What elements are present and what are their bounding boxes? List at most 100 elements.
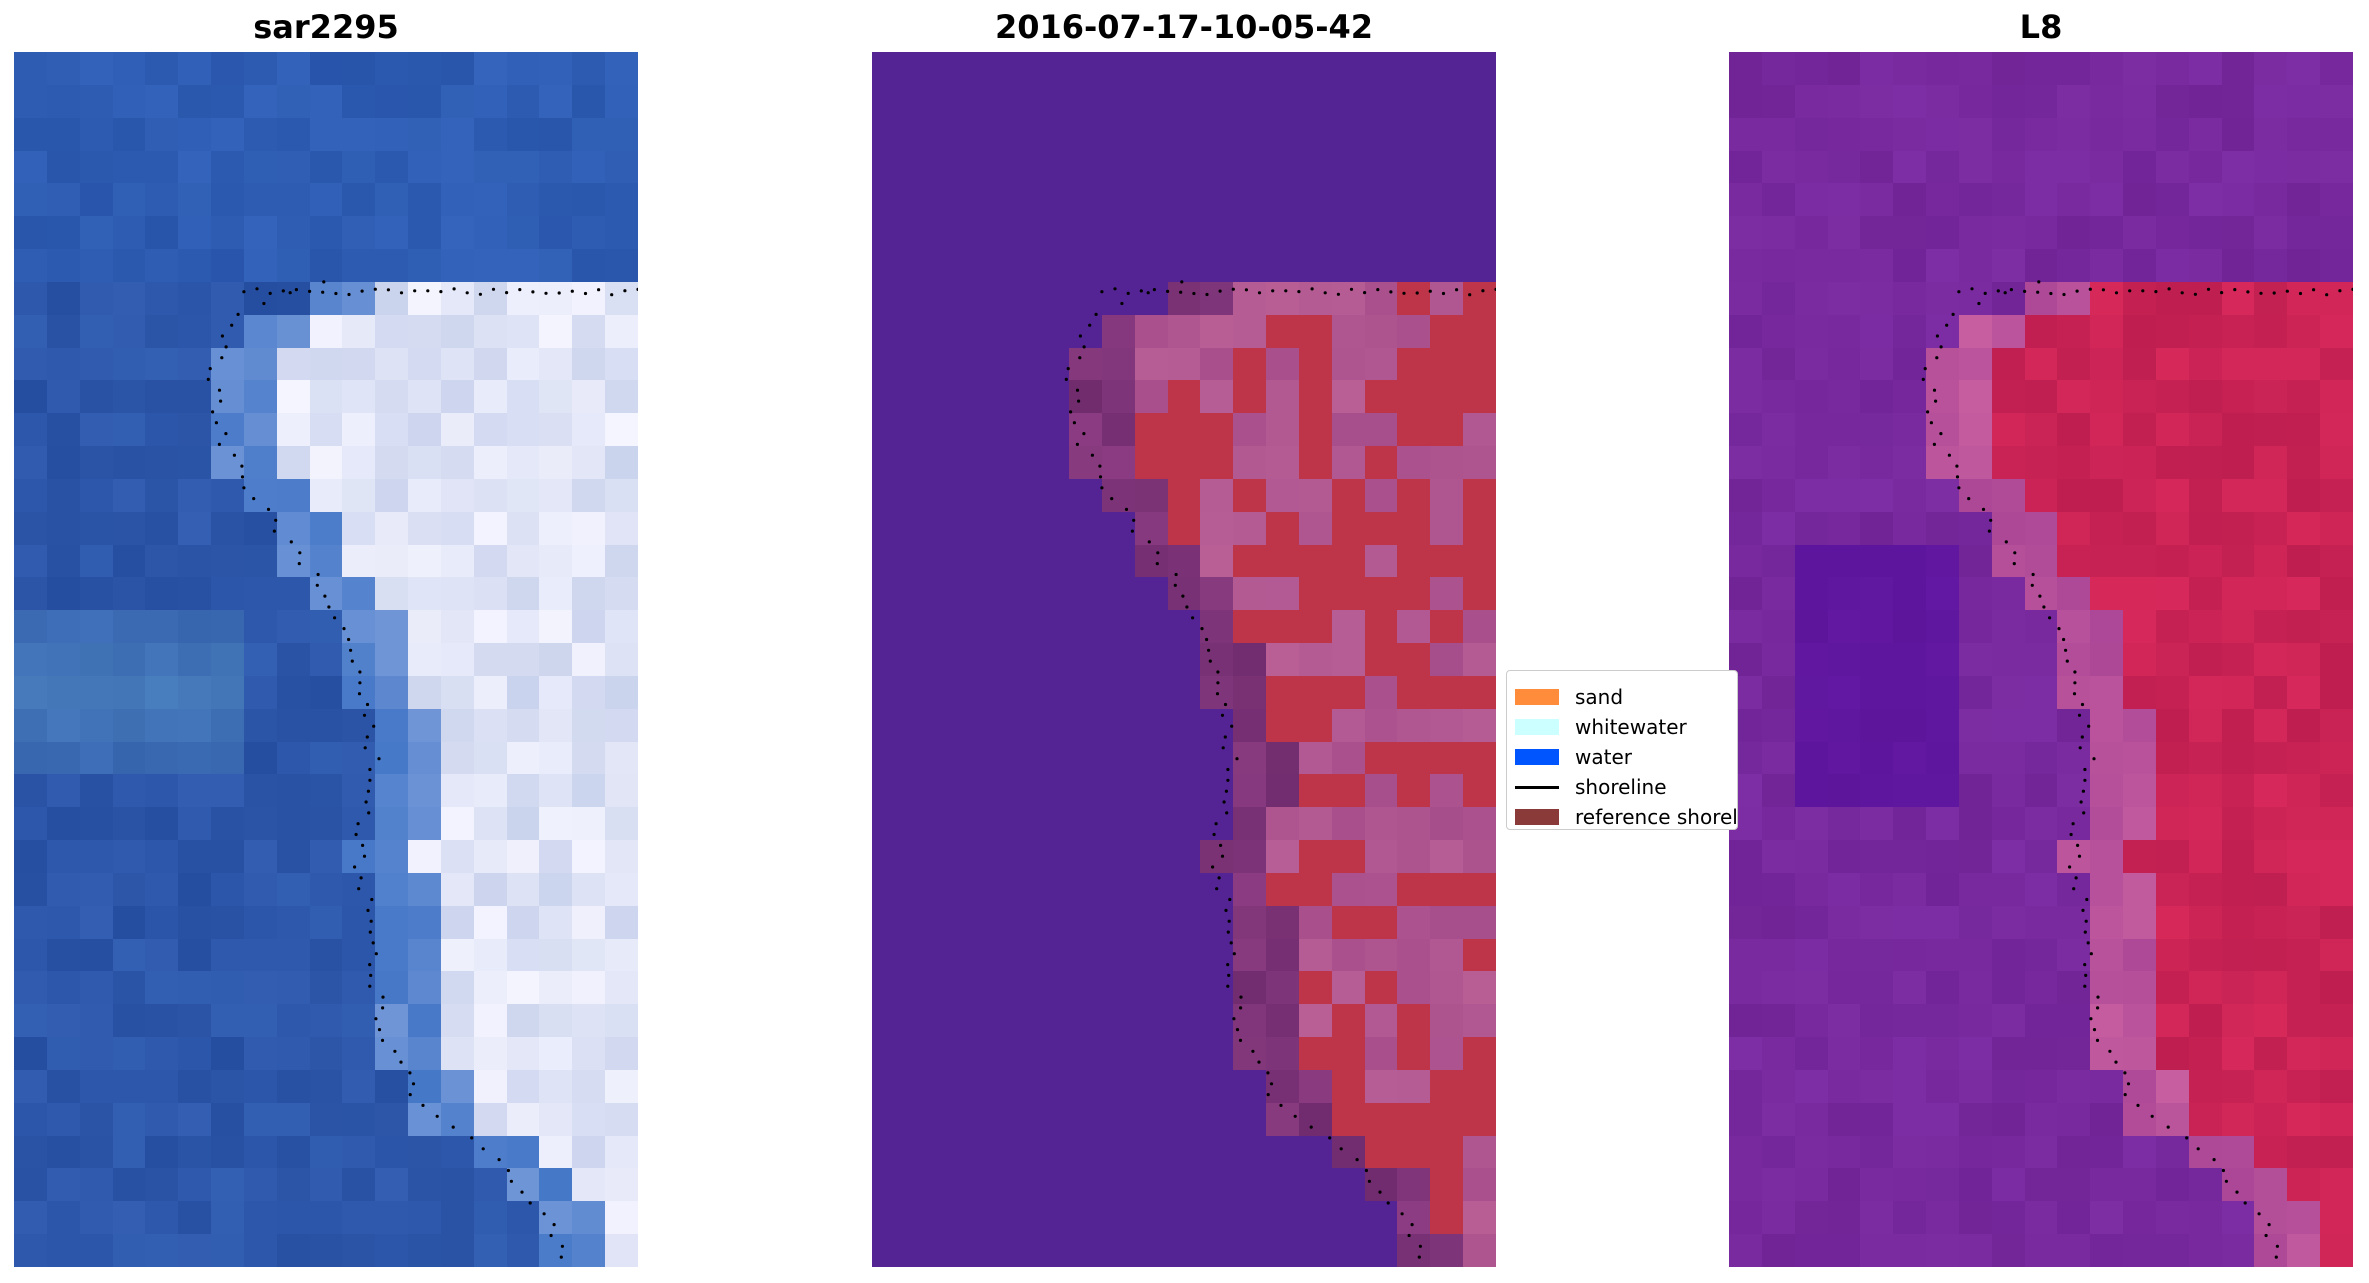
rgb-pixel — [342, 1004, 376, 1038]
idx-pixel — [1827, 938, 1861, 972]
rgb-pixel — [276, 117, 310, 151]
cls-pixel — [1069, 117, 1102, 151]
cls-pixel — [1200, 807, 1234, 841]
idx-pixel — [1827, 1069, 1861, 1103]
rgb-pixel — [506, 643, 540, 676]
rgb-pixel — [276, 84, 310, 118]
cls-pixel — [937, 675, 971, 709]
cls-pixel — [1430, 872, 1464, 906]
idx-pixel — [1958, 1037, 1992, 1070]
idx-pixel — [1860, 1069, 1894, 1103]
rgb-pixel — [14, 1234, 47, 1267]
cls-pixel — [1167, 1102, 1201, 1136]
cls-pixel — [1134, 1037, 1168, 1070]
idx-pixel — [2254, 1135, 2288, 1169]
rgb-pixel — [145, 216, 179, 250]
rgb-pixel — [14, 314, 47, 348]
idx-pixel — [1958, 281, 1992, 315]
rgb-pixel — [309, 249, 343, 282]
rgb-pixel — [506, 971, 540, 1005]
rgb-pixel — [79, 774, 113, 808]
cls-pixel — [970, 52, 1004, 85]
rgb-pixel — [572, 971, 606, 1005]
idx-pixel — [1761, 314, 1795, 348]
rgb-pixel — [572, 577, 606, 611]
cls-pixel — [1266, 971, 1299, 1005]
cls-pixel — [1069, 52, 1102, 85]
rgb-pixel — [79, 281, 113, 315]
cls-pixel — [937, 1069, 971, 1103]
idx-pixel — [1860, 117, 1894, 151]
cls-pixel — [872, 347, 905, 381]
idx-pixel — [1860, 314, 1894, 348]
rgb-pixel — [440, 643, 474, 676]
rgb-pixel — [276, 610, 310, 644]
idx-pixel — [2155, 84, 2189, 118]
rgb-pixel — [46, 1102, 80, 1136]
idx-pixel — [1926, 183, 1959, 217]
cls-pixel — [1003, 478, 1037, 512]
cls-pixel — [1069, 1004, 1102, 1038]
cls-pixel — [1003, 1135, 1037, 1169]
idx-pixel — [2221, 117, 2255, 151]
idx-pixel — [1794, 938, 1828, 972]
idx-pixel — [1761, 1168, 1795, 1202]
idx-pixel — [2155, 314, 2189, 348]
idx-pixel — [2155, 183, 2189, 217]
idx-pixel — [1827, 905, 1861, 939]
cls-pixel — [970, 610, 1004, 644]
idx-pixel — [1827, 872, 1861, 906]
idx-pixel — [1991, 544, 2025, 578]
rgb-pixel — [572, 249, 606, 282]
rgb-pixel — [539, 1004, 573, 1038]
cls-pixel — [1167, 84, 1201, 118]
cls-pixel — [1233, 1135, 1267, 1169]
rgb-pixel — [539, 905, 573, 939]
cls-pixel — [1134, 610, 1168, 644]
cls-pixel — [1298, 314, 1332, 348]
rgb-pixel — [14, 872, 47, 906]
rgb-pixel — [375, 1168, 409, 1202]
idx-pixel — [1926, 1234, 1959, 1267]
cls-pixel — [1200, 840, 1234, 873]
cls-pixel — [1397, 741, 1431, 775]
rgb-pixel — [440, 446, 474, 479]
cls-pixel — [1134, 905, 1168, 939]
idx-pixel — [2155, 1037, 2189, 1070]
cls-pixel — [1036, 1037, 1070, 1070]
rgb-pixel — [605, 741, 638, 775]
cls-pixel — [872, 905, 905, 939]
cls-pixel — [1134, 872, 1168, 906]
rgb-pixel — [309, 478, 343, 512]
cls-pixel — [1167, 741, 1201, 775]
cls-pixel — [1463, 840, 1496, 873]
rgb-pixel — [605, 1069, 638, 1103]
idx-pixel — [2123, 905, 2156, 939]
idx-pixel — [1991, 1168, 2025, 1202]
rgb-pixel — [14, 708, 47, 742]
rgb-pixel — [112, 610, 146, 644]
idx-pixel — [2287, 1135, 2321, 1169]
idx-pixel — [1729, 971, 1762, 1005]
idx-pixel — [1893, 1168, 1927, 1202]
rgb-pixel — [605, 643, 638, 676]
legend-label-water: water — [1575, 745, 1632, 769]
idx-pixel — [1794, 610, 1828, 644]
cls-pixel — [1069, 610, 1102, 644]
cls-pixel — [1069, 708, 1102, 742]
cls-pixel — [1266, 380, 1299, 414]
idx-pixel — [2254, 675, 2288, 709]
rgb-pixel — [342, 708, 376, 742]
rgb-pixel — [309, 708, 343, 742]
cls-pixel — [937, 643, 971, 676]
idx-pixel — [1958, 938, 1992, 972]
rgb-pixel — [112, 150, 146, 184]
cls-pixel — [1134, 840, 1168, 873]
rgb-pixel — [572, 52, 606, 85]
cls-pixel — [1364, 741, 1398, 775]
cls-pixel — [1200, 446, 1234, 479]
cls-pixel — [1430, 544, 1464, 578]
cls-pixel — [1134, 643, 1168, 676]
legend: sand whitewater water shoreline referenc… — [1506, 670, 1738, 830]
rgb-pixel — [408, 741, 441, 775]
